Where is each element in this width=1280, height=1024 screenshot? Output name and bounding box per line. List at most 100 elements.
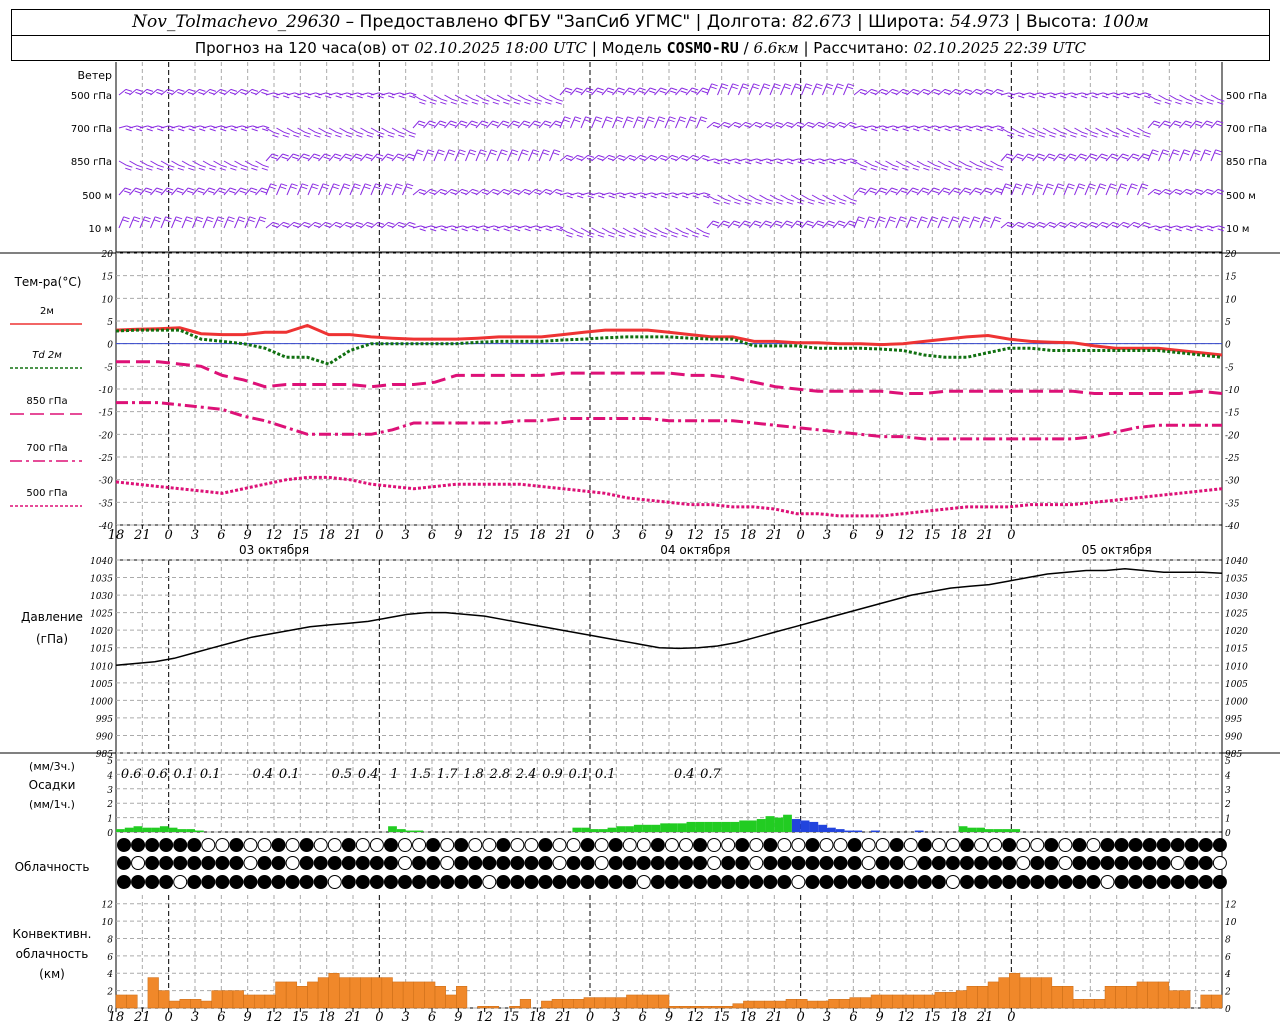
- wind-barb-staff: [958, 216, 965, 229]
- wind-barb-flag: [258, 219, 266, 223]
- wind-barb-staff: [685, 116, 692, 129]
- temp-series-line: [115, 328, 1223, 366]
- wind-barb-flag: [177, 187, 184, 191]
- wind-barb-staff: [1137, 92, 1146, 96]
- wind-barb-staff: [391, 127, 400, 133]
- wind-barb-flag: [1039, 221, 1046, 225]
- prec-ytick-right: 3: [1225, 786, 1231, 796]
- wind-barb: [717, 83, 729, 96]
- conv-bar: [222, 990, 234, 1009]
- wind-barb-flag: [545, 188, 553, 192]
- wind-barb-flag: [461, 188, 469, 192]
- pres-ytick-right: 1010: [1225, 662, 1248, 672]
- temp-tick-label: 0: [797, 528, 805, 543]
- cloud-cover-symbol: [299, 856, 314, 870]
- wind-barb-flag: [797, 161, 804, 165]
- wind-barb: [1084, 183, 1096, 196]
- wind-barb: [276, 92, 291, 99]
- cloud-cover-symbol: [945, 875, 960, 889]
- wind-barb-flag: [546, 98, 553, 102]
- wind-barb-flag: [1112, 221, 1120, 225]
- prec-bar-snow: [809, 821, 819, 832]
- wind-barb-flag: [459, 149, 466, 153]
- wind-barb-flag: [534, 120, 541, 124]
- wind-barb-flag: [1194, 149, 1201, 153]
- conv-tick-label: 12: [266, 1010, 283, 1024]
- wind-barb-staff: [748, 220, 756, 229]
- wind-barb-flag: [587, 87, 594, 91]
- wind-barb: [129, 125, 144, 132]
- cloud-cover-symbol: [552, 856, 567, 870]
- wind-barb-flag: [240, 187, 247, 191]
- wind-barb-flag: [1162, 149, 1170, 153]
- prec-ytick-right: 0: [1225, 829, 1231, 839]
- wind-barb: [822, 220, 835, 229]
- cloud-cover-symbol: [931, 838, 946, 852]
- wind-barb: [1053, 183, 1065, 196]
- wind-barb: [612, 87, 625, 96]
- wind-barb: [948, 125, 963, 132]
- wind-barb-flag: [1144, 95, 1151, 99]
- wind-barb-flag: [713, 161, 720, 165]
- wind-barb-flag: [597, 234, 604, 238]
- wind-barb-flag: [449, 123, 456, 127]
- wind-barb: [1074, 127, 1088, 138]
- wind-barb: [769, 194, 784, 205]
- wind-barb-flag: [994, 216, 1002, 220]
- conv-bar: [434, 986, 446, 1009]
- wind-barb-flag: [408, 134, 415, 138]
- wind-barb-flag: [426, 152, 434, 156]
- cloud-cover-symbol: [650, 838, 665, 852]
- wind-barb-flag: [418, 123, 425, 127]
- wind-barb-staff: [675, 116, 681, 129]
- cloud-cover-symbol: [412, 856, 427, 870]
- cloud-cover-symbol: [173, 856, 188, 870]
- wind-barb: [790, 194, 805, 205]
- wind-barb-flag: [900, 216, 907, 220]
- temp-ytick-right: -20: [1225, 431, 1240, 441]
- wind-barb-flag: [491, 123, 498, 127]
- wind-barb-staff: [874, 89, 883, 96]
- wind-barb-staff: [181, 89, 190, 96]
- wind-barb-flag: [469, 149, 477, 153]
- cloud-cover-symbol: [313, 875, 328, 889]
- conv-bar: [626, 994, 638, 1009]
- wind-barb: [916, 160, 931, 171]
- wind-barb-staff: [580, 87, 588, 96]
- temp-tick-label: 3: [823, 528, 831, 543]
- wind-barb: [1074, 153, 1087, 162]
- wind-barb: [171, 160, 185, 171]
- wind-barb-flag: [965, 128, 972, 132]
- wind-barb: [391, 92, 406, 99]
- wind-barb-flag: [186, 216, 193, 220]
- wind-barb-flag: [542, 152, 549, 156]
- conv-bar: [796, 999, 808, 1009]
- wind-barb-staff: [202, 216, 209, 229]
- wind-barb-flag: [227, 219, 234, 223]
- wind-barb-flag: [722, 223, 729, 227]
- wind-barb-flag: [189, 164, 196, 168]
- wind-barb-staff: [423, 149, 429, 162]
- prec-bar-rain: [133, 826, 143, 832]
- wind-barb: [685, 116, 697, 129]
- wind-barb-staff: [769, 194, 778, 200]
- conv-bar: [477, 1006, 489, 1009]
- wind-barb-flag: [836, 86, 843, 90]
- calc-label: Рассчитано:: [813, 39, 909, 57]
- cloud-cover-symbol: [1198, 875, 1213, 889]
- wind-barb-flag: [293, 134, 300, 138]
- wind-barb-flag: [680, 90, 687, 94]
- wind-barb: [444, 94, 458, 105]
- wind-barb-staff: [297, 127, 306, 133]
- wind-barb-flag: [639, 234, 646, 238]
- wind-barb: [1168, 120, 1182, 129]
- wind-barb-staff: [1210, 94, 1219, 100]
- wind-barb-flag: [1123, 221, 1130, 225]
- wind-barb-flag: [913, 88, 920, 92]
- wind-barb: [286, 92, 301, 99]
- cloud-cover-symbol: [341, 875, 356, 889]
- forecast-header: Прогноз на 120 часа(ов) от 02.10.2025 18…: [11, 35, 1270, 61]
- wind-barb-flag: [460, 123, 467, 127]
- wind-barb-flag: [891, 187, 898, 191]
- wind-barb-staff: [811, 220, 819, 229]
